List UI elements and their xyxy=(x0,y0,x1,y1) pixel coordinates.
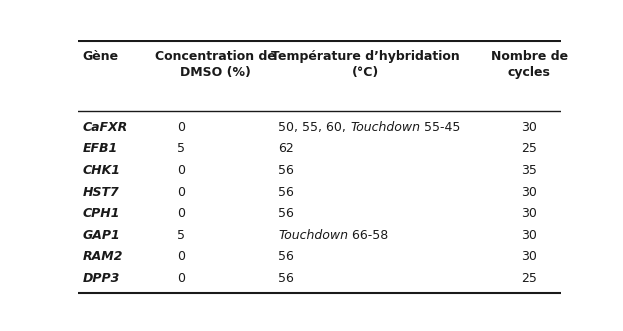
Text: 5: 5 xyxy=(177,142,185,155)
Text: GAP1: GAP1 xyxy=(83,229,120,242)
Text: 35: 35 xyxy=(521,164,537,177)
Text: 56: 56 xyxy=(278,185,294,199)
Text: 55-45: 55-45 xyxy=(420,120,460,133)
Text: 50, 55, 60,: 50, 55, 60, xyxy=(278,120,350,133)
Text: Touchdown: Touchdown xyxy=(278,229,348,242)
Text: CHK1: CHK1 xyxy=(83,164,121,177)
Text: Nombre de
cycles: Nombre de cycles xyxy=(491,50,568,79)
Text: RAM2: RAM2 xyxy=(83,251,123,263)
Text: 66-58: 66-58 xyxy=(348,229,389,242)
Text: CPH1: CPH1 xyxy=(83,207,120,220)
Text: DPP3: DPP3 xyxy=(83,272,120,285)
Text: 30: 30 xyxy=(521,251,537,263)
Text: 0: 0 xyxy=(177,185,185,199)
Text: 30: 30 xyxy=(521,120,537,133)
Text: EFB1: EFB1 xyxy=(83,142,118,155)
Text: 0: 0 xyxy=(177,164,185,177)
Text: 25: 25 xyxy=(521,142,537,155)
Text: 0: 0 xyxy=(177,272,185,285)
Text: Touchdown: Touchdown xyxy=(350,120,420,133)
Text: 30: 30 xyxy=(521,207,537,220)
Text: 30: 30 xyxy=(521,229,537,242)
Text: 5: 5 xyxy=(177,229,185,242)
Text: 0: 0 xyxy=(177,120,185,133)
Text: HST7: HST7 xyxy=(83,185,120,199)
Text: 0: 0 xyxy=(177,251,185,263)
Text: Gène: Gène xyxy=(83,50,119,63)
Text: 30: 30 xyxy=(521,185,537,199)
Text: 56: 56 xyxy=(278,207,294,220)
Text: Concentration de
DMSO (%): Concentration de DMSO (%) xyxy=(155,50,276,79)
Text: Température d’hybridation
(°C): Température d’hybridation (°C) xyxy=(271,50,460,79)
Text: 62: 62 xyxy=(278,142,294,155)
Text: 25: 25 xyxy=(521,272,537,285)
Text: 0: 0 xyxy=(177,207,185,220)
Text: 56: 56 xyxy=(278,251,294,263)
Text: 56: 56 xyxy=(278,164,294,177)
Text: 56: 56 xyxy=(278,272,294,285)
Text: CaFXR: CaFXR xyxy=(83,120,128,133)
